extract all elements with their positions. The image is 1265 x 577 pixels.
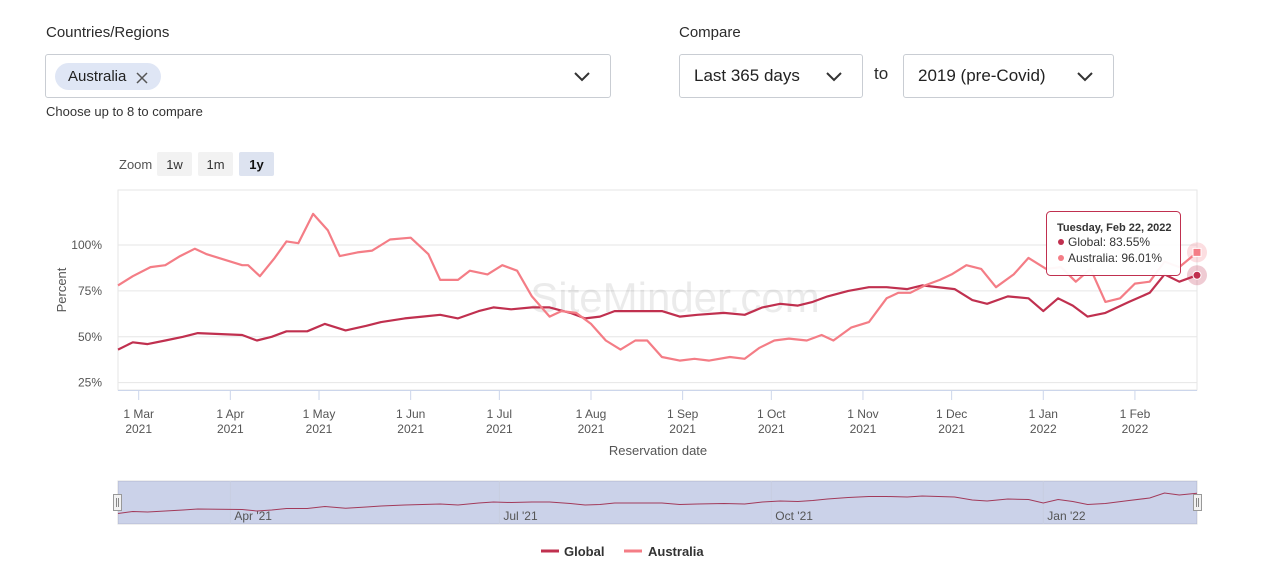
hover-point-global <box>1192 270 1202 280</box>
legend-global-label: Global <box>564 544 604 559</box>
navigator-labels: Apr '21 Jul '21 Oct '21 Jan '22 <box>229 481 1086 524</box>
y-tick-label: 50% <box>78 330 102 344</box>
chevron-down-icon <box>826 72 842 82</box>
x-tick-year: 2021 <box>217 422 244 436</box>
tooltip-date: Tuesday, Feb 22, 2022 <box>1057 222 1172 234</box>
compare-to-value: 2019 (pre-Covid) <box>918 66 1046 85</box>
y-tick-label: 25% <box>78 376 102 390</box>
tooltip-australia-dot <box>1058 255 1064 261</box>
x-tick-label: 1 May <box>303 407 336 421</box>
x-tick-label: 1 Aug <box>576 407 607 421</box>
country-hint: Choose up to 8 to compare <box>46 104 203 119</box>
zoom-label: Zoom <box>119 157 153 172</box>
x-tick-label: 1 Jan <box>1029 407 1058 421</box>
legend-item-global[interactable]: Global <box>541 544 604 559</box>
x-tick-label: 1 Feb <box>1120 407 1151 421</box>
zoom-1w-button[interactable]: 1w <box>157 152 192 176</box>
country-select[interactable]: Australia <box>45 54 611 98</box>
x-tick-year: 2022 <box>1030 422 1057 436</box>
tooltip-global-dot <box>1058 239 1064 245</box>
navigator-label: Oct '21 <box>775 509 813 523</box>
legend-item-australia[interactable]: Australia <box>624 544 704 559</box>
x-tick-year: 2021 <box>850 422 877 436</box>
legend: Global Australia <box>541 544 704 559</box>
x-tick-label: 1 Jul <box>487 407 512 421</box>
compare-from-value: Last 365 days <box>694 66 800 85</box>
compare-to-select[interactable]: 2019 (pre-Covid) <box>903 54 1114 98</box>
x-tick-year: 2021 <box>486 422 513 436</box>
x-tick-label: 1 Oct <box>757 407 786 421</box>
x-tick-label: 1 Jun <box>396 407 425 421</box>
series-line-global <box>117 273 1198 351</box>
range-navigator[interactable]: Apr '21 Jul '21 Oct '21 Jan '22 <box>113 480 1202 525</box>
x-tick-year: 2021 <box>578 422 605 436</box>
chart-grid <box>117 189 1198 391</box>
zoom-1y-button[interactable]: 1y <box>239 152 274 176</box>
navigator-right-handle[interactable] <box>1193 494 1202 511</box>
x-tick-year: 2021 <box>669 422 696 436</box>
x-tick-year: 2021 <box>758 422 785 436</box>
x-tick-label: 1 Dec <box>936 407 967 421</box>
x-tick-year: 2021 <box>938 422 965 436</box>
country-chip: Australia <box>55 63 162 90</box>
navigator-label: Jan '22 <box>1047 509 1086 523</box>
series-line-australia <box>117 212 1198 362</box>
compare-from-select[interactable]: Last 365 days <box>679 54 863 98</box>
x-tick-year: 2021 <box>306 422 333 436</box>
y-axis-ticks: 25% 50% 75% 100% <box>71 238 102 390</box>
x-tick-label: 1 Mar <box>123 407 154 421</box>
countries-label: Countries/Regions <box>46 24 170 41</box>
x-tick-label: 1 Nov <box>847 407 878 421</box>
legend-australia-label: Australia <box>648 544 704 559</box>
x-tick-year: 2021 <box>125 422 152 436</box>
tooltip-australia-value: Australia: 96.01% <box>1068 251 1162 265</box>
zoom-1m-button[interactable]: 1m <box>198 152 233 176</box>
close-icon[interactable] <box>136 71 148 84</box>
hover-markers <box>1187 242 1207 286</box>
hover-point-australia <box>1192 247 1202 257</box>
chevron-down-icon[interactable] <box>574 72 590 82</box>
y-tick-label: 100% <box>71 238 102 252</box>
navigator-left-handle[interactable] <box>113 494 122 511</box>
country-chip-label: Australia <box>68 68 127 85</box>
navigator-label: Apr '21 <box>234 509 272 523</box>
navigator-label: Jul '21 <box>503 509 538 523</box>
x-tick-year: 2021 <box>397 422 424 436</box>
navigator-series-line <box>117 492 1198 514</box>
x-tick-label: 1 Sep <box>667 407 699 421</box>
chevron-down-icon <box>1077 72 1093 82</box>
watermark: SiteMinder.com <box>530 274 819 321</box>
y-axis-label: Percent <box>54 267 69 312</box>
tooltip-global-value: Global: 83.55% <box>1068 235 1150 249</box>
compare-to-word: to <box>874 64 889 83</box>
x-tick-label: 1 Apr <box>216 407 244 421</box>
y-tick-label: 75% <box>78 284 102 298</box>
compare-label: Compare <box>679 24 741 41</box>
series-lines <box>117 212 1198 362</box>
x-axis-label: Reservation date <box>609 443 707 458</box>
tooltip: Tuesday, Feb 22, 2022 Global: 83.55% Aus… <box>1046 211 1181 276</box>
x-tick-year: 2022 <box>1122 422 1149 436</box>
